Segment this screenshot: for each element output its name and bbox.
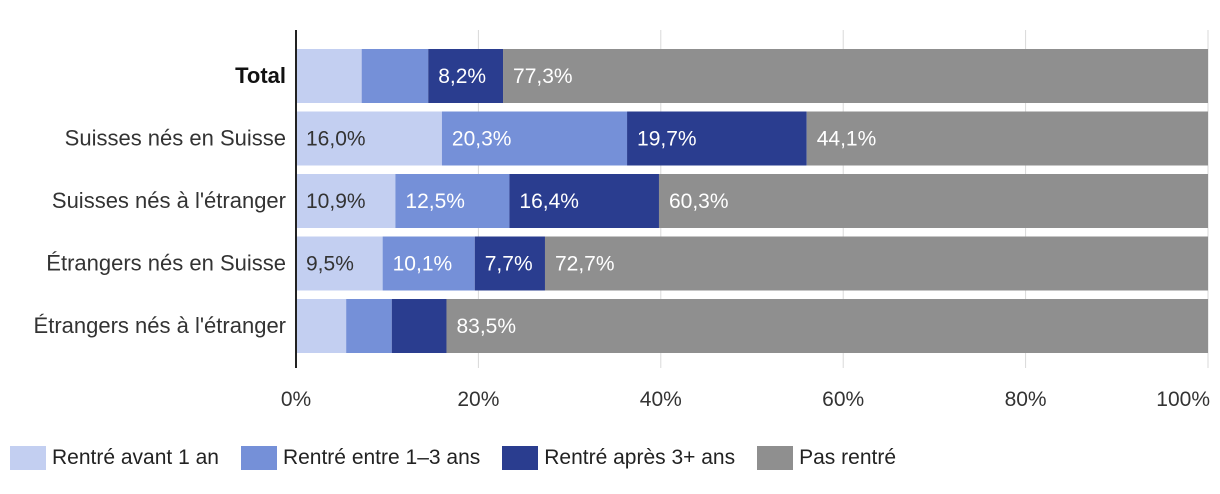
x-tick-label: 60%: [822, 388, 864, 411]
bar-segment: [391, 299, 447, 353]
legend-label: Rentré entre 1–3 ans: [282, 446, 481, 469]
bar-segment: [806, 111, 1208, 166]
bar-segment: [446, 299, 1209, 353]
data-label: 8,2%: [438, 65, 486, 88]
bar-segment: [346, 299, 392, 353]
legend-item: Rentré avant 1 an: [10, 446, 219, 470]
category-label: Étrangers nés en Suisse: [46, 251, 286, 276]
legend-swatch: [757, 446, 794, 470]
bar-segment: [296, 236, 383, 291]
bar-segment: [474, 236, 545, 291]
x-tick-label: 80%: [1005, 388, 1047, 411]
data-label: 7,7%: [485, 253, 533, 276]
legend-label: Rentré avant 1 an: [52, 446, 219, 469]
x-tick-labels: 0% 20% 40% 60% 80% 100%: [281, 388, 1210, 411]
bar-segment: [658, 174, 1208, 228]
x-tick-label: 0%: [281, 388, 311, 411]
bar-segment: [296, 174, 396, 228]
x-tick-label: 20%: [457, 388, 499, 411]
data-label: 60,3%: [669, 190, 729, 213]
data-label: 9,5%: [306, 253, 354, 276]
legend: Rentré avant 1 an Rentré entre 1–3 ans Ren…: [10, 446, 918, 470]
bar-labels: 8,2% 77,3% 16,0% 20,3% 19,7% 44,1% 10,9% 12,5% 1…: [306, 65, 876, 338]
legend-swatch: [240, 446, 277, 470]
category-label: Suisses nés à l'étranger: [52, 188, 286, 213]
data-label: 77,3%: [513, 65, 573, 88]
category-label: Étrangers nés à l'étranger: [34, 313, 286, 338]
bar-segment: [509, 174, 659, 228]
data-label: 10,9%: [306, 190, 366, 213]
data-label: 16,0%: [306, 128, 366, 151]
bar-segment: [382, 236, 475, 291]
category-label: Total: [235, 63, 286, 88]
x-tick-label: 100%: [1156, 388, 1210, 411]
data-label: 16,4%: [519, 190, 579, 213]
data-label: 19,7%: [637, 128, 697, 151]
category-labels: Total Suisses nés en Suisse Suisses nés à …: [34, 63, 286, 338]
bar-segment: [627, 111, 807, 166]
bar-segment: [361, 49, 429, 103]
bar-segment: [296, 49, 362, 103]
legend-item: Pas rentré: [757, 446, 896, 470]
bar-segment: [428, 49, 504, 103]
legend-swatch: [502, 446, 539, 470]
data-label: 10,1%: [393, 253, 453, 276]
legend-label: Pas rentré: [799, 446, 897, 469]
data-label: 44,1%: [817, 128, 877, 151]
bar-segment: [296, 111, 442, 166]
data-label: 83,5%: [456, 315, 516, 338]
bars: [296, 49, 1209, 353]
category-label: Suisses nés en Suisse: [65, 126, 286, 151]
x-tick-label: 40%: [640, 388, 682, 411]
bar-segment: [503, 49, 1208, 103]
data-label: 12,5%: [405, 190, 465, 213]
bar-segment: [544, 236, 1208, 291]
data-label: 72,7%: [555, 253, 615, 276]
legend-label: Rentré après 3+ ans: [544, 446, 736, 469]
data-label: 20,3%: [452, 128, 512, 151]
bar-segment: [441, 111, 628, 166]
bar-segment: [395, 174, 510, 228]
legend-item: Rentré entre 1–3 ans: [240, 446, 481, 470]
bar-segment: [296, 299, 347, 353]
legend-swatch: [10, 446, 46, 470]
legend-item: Rentré après 3+ ans: [502, 446, 735, 470]
